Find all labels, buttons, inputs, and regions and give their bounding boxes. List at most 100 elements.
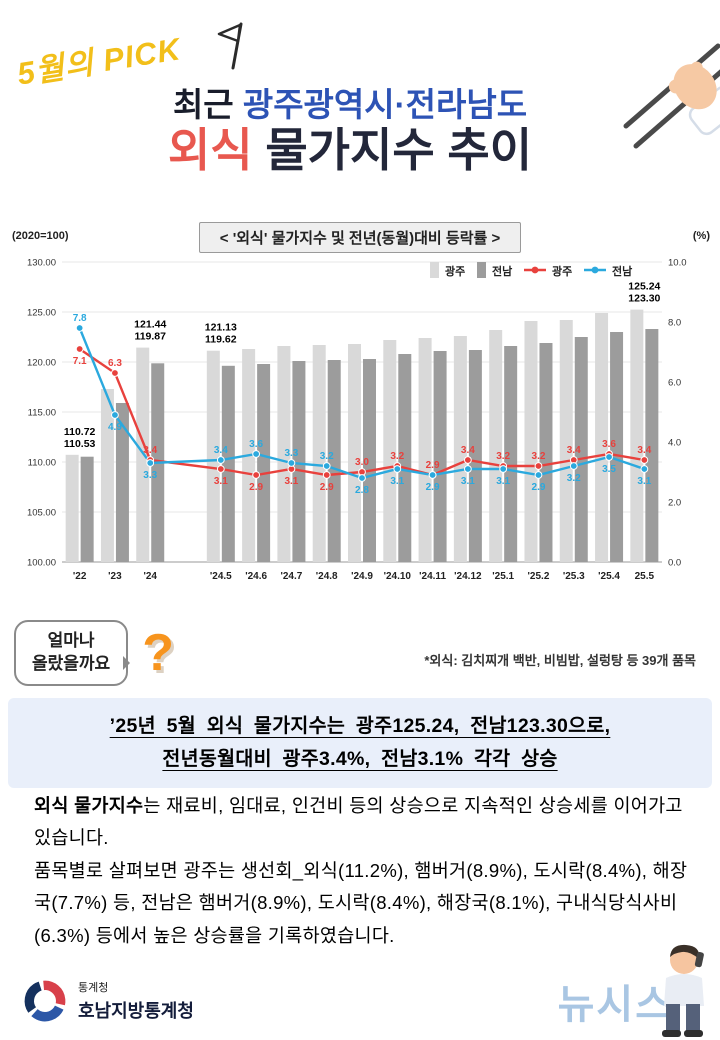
point-전남 xyxy=(322,462,331,470)
right-axis-tick: 8.0 xyxy=(668,318,681,329)
point-전남 xyxy=(146,459,155,467)
bar-value-label: 121.44 xyxy=(134,319,166,331)
x-axis-label: '24.9 xyxy=(351,571,373,582)
bar-광주 xyxy=(453,336,467,562)
title-prefix: 최근 xyxy=(172,86,243,123)
legend-dot xyxy=(531,266,539,274)
point-전남 xyxy=(216,456,225,464)
bar-value-label: 110.53 xyxy=(64,438,96,450)
bar-전남 xyxy=(539,343,553,562)
bubble-line-2: 올랐을까요 xyxy=(32,653,111,673)
bar-전남 xyxy=(363,359,376,562)
legend-swatch xyxy=(430,262,439,278)
bar-광주 xyxy=(348,344,361,562)
body-p1-bold: 외식 물가지수 xyxy=(34,795,144,816)
bar-전남 xyxy=(292,361,306,562)
title-line-2: 외식 물가지수 추이 xyxy=(0,124,700,177)
chopsticks-illustration xyxy=(623,43,720,149)
bar-전남 xyxy=(645,329,659,562)
bar-value-label: 123.30 xyxy=(628,293,660,305)
person-with-phone-illustration xyxy=(662,944,704,1037)
line-value-label: 2.8 xyxy=(355,485,369,496)
bar-광주 xyxy=(595,313,609,562)
line-value-label: 3.6 xyxy=(602,439,616,450)
bar-전남 xyxy=(574,337,588,562)
body-text: 외식 물가지수는 재료비, 임대료, 인건비 등의 상승으로 지속적인 상승세를… xyxy=(34,790,692,952)
bar-광주 xyxy=(489,330,503,562)
bubble-line-1: 얼마나 xyxy=(47,631,95,650)
line-value-label: 3.4 xyxy=(637,445,651,456)
bar-value-label: 125.24 xyxy=(628,281,660,293)
point-전남 xyxy=(252,450,261,458)
question-mark-icon: ? xyxy=(142,623,174,682)
month-pick-label: 5월의 PICK xyxy=(14,31,184,92)
point-전남 xyxy=(640,465,649,473)
right-axis-tick: 6.0 xyxy=(668,378,681,389)
agency-name-large: 호남지방통계청 xyxy=(78,1001,194,1021)
line-value-label: 4.9 xyxy=(108,422,122,433)
bar-전남 xyxy=(80,456,94,562)
legend-label: 광주 xyxy=(552,265,572,278)
x-axis-label: '24.12 xyxy=(454,571,482,582)
left-axis-tick: 100.00 xyxy=(27,558,56,569)
bar-value-label: 119.87 xyxy=(134,331,166,343)
line-value-label: 3.1 xyxy=(461,476,475,487)
bar-value-label: 110.72 xyxy=(64,426,96,438)
line-value-label: 6.3 xyxy=(108,358,122,369)
bar-광주 xyxy=(100,389,114,562)
legend-dot xyxy=(591,266,599,274)
x-axis-label: '24.11 xyxy=(419,571,446,582)
line-value-label: 3.1 xyxy=(284,476,298,487)
bar-value-label: 119.62 xyxy=(205,334,237,346)
right-axis-tick: 0.0 xyxy=(668,558,681,569)
x-axis-label: '22 xyxy=(73,571,87,582)
price-index-chart: 130.00 125.00 120.00 115.00 110.00 105.00 100.… xyxy=(27,258,687,583)
point-전남 xyxy=(358,474,366,482)
point-전남 xyxy=(499,465,508,473)
flag-icon xyxy=(217,22,243,70)
right-axis-tick: 2.0 xyxy=(668,498,681,509)
right-axis-unit: (%) xyxy=(692,230,710,242)
bar-광주 xyxy=(383,340,397,562)
bar-전남 xyxy=(504,346,518,562)
x-axis-label: '24.5 xyxy=(210,571,232,582)
left-axis-tick: 130.00 xyxy=(27,258,56,269)
line-value-label: 3.2 xyxy=(496,451,510,462)
bar-광주 xyxy=(418,338,432,562)
x-axis-label: '25.4 xyxy=(598,571,620,582)
point-전남 xyxy=(463,465,472,473)
title-line-1: 최근 광주광역시·전라남도 xyxy=(0,86,700,124)
title-rest: 물가지수 추이 xyxy=(252,123,533,176)
left-axis-unit: (2020=100) xyxy=(12,230,69,242)
point-전남 xyxy=(569,462,578,470)
bar-전남 xyxy=(610,332,624,562)
x-axis-label: '24.8 xyxy=(316,571,338,582)
left-axis-tick: 120.00 xyxy=(27,358,56,369)
line-value-label: 3.3 xyxy=(143,470,157,481)
summary-highlight-box: ’25년 5월 외식 물가지수는 광주125.24, 전남123.30으로, 전… xyxy=(8,698,712,789)
left-axis-tick: 105.00 xyxy=(27,508,56,519)
line-value-label: 7.8 xyxy=(73,313,87,324)
bar-광주 xyxy=(524,321,538,562)
line-value-label: 3.4 xyxy=(214,445,228,456)
line-value-label: 3.4 xyxy=(461,445,475,456)
line-value-label: 2.9 xyxy=(426,460,440,471)
bar-광주 xyxy=(312,345,326,562)
bar-광주 xyxy=(277,346,291,562)
x-axis-label: '25.2 xyxy=(528,571,550,582)
agency-footer: 통계청 호남지방통계청 xyxy=(22,978,194,1024)
point-전남 xyxy=(287,459,296,467)
point-전남 xyxy=(605,453,613,461)
agency-name-small: 통계청 xyxy=(78,982,109,994)
line-value-label: 3.5 xyxy=(602,464,616,475)
page-title: 최근 광주광역시·전라남도 외식 물가지수 추이 xyxy=(0,86,700,177)
x-axis-label: '24.7 xyxy=(280,571,302,582)
x-axis-label: '25.1 xyxy=(492,571,514,582)
point-전남 xyxy=(111,411,119,419)
left-axis-tick: 115.00 xyxy=(28,408,56,419)
bar-전남 xyxy=(257,364,271,562)
point-전남 xyxy=(534,471,543,479)
agency-names: 통계청 호남지방통계청 xyxy=(78,979,194,1023)
line-value-label: 3.1 xyxy=(390,476,404,487)
bar-광주 xyxy=(206,350,220,562)
